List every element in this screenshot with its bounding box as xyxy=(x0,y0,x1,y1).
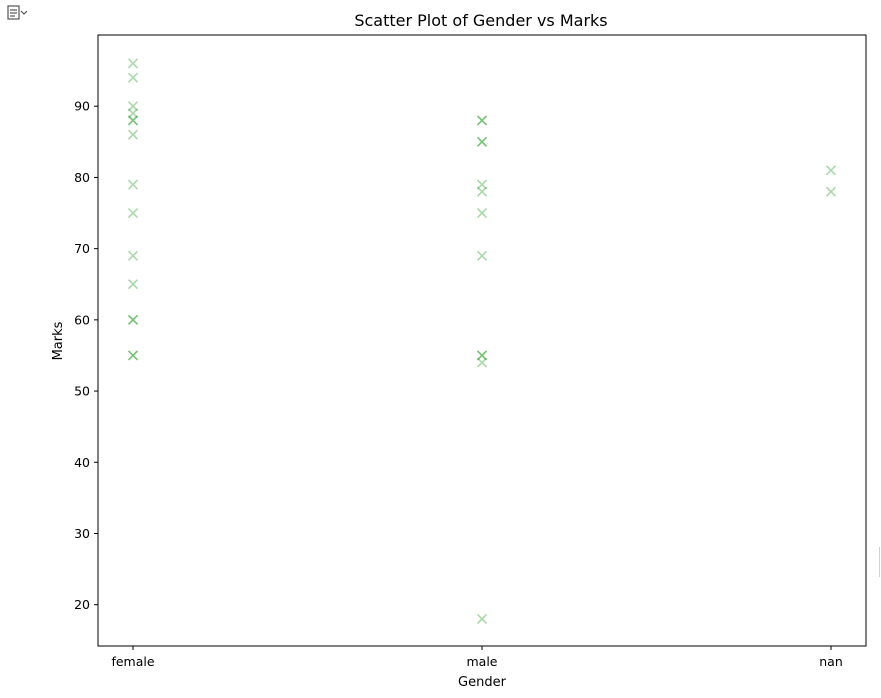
scatter-point xyxy=(476,250,488,261)
y-axis-label: Marks xyxy=(51,321,66,360)
plot-frame xyxy=(97,34,867,647)
scatter-point xyxy=(127,314,139,325)
scatter-point xyxy=(127,350,139,361)
scatter-point xyxy=(476,186,488,197)
scatter-point xyxy=(127,179,139,190)
scatter-point xyxy=(476,207,488,219)
scatter-point xyxy=(127,250,139,261)
data-points xyxy=(127,58,837,625)
scatter-point xyxy=(127,207,139,219)
y-tick-label: 80 xyxy=(74,170,90,185)
scatter-point xyxy=(127,279,139,290)
scatter-point xyxy=(825,186,837,197)
scatter-point xyxy=(476,136,488,147)
scatter-point xyxy=(476,350,488,361)
output-toggle-icon[interactable] xyxy=(6,4,28,22)
x-tick-label: nan xyxy=(819,654,843,669)
y-tick-label: 20 xyxy=(74,597,90,612)
scatter-point xyxy=(127,108,139,119)
scatter-point xyxy=(127,350,139,361)
scatter-point xyxy=(476,350,488,361)
x-axis-ticks: female male nan xyxy=(111,646,843,669)
y-axis-ticks: 20 30 40 50 60 70 80 90 xyxy=(74,99,98,612)
y-tick-label: 60 xyxy=(74,312,90,327)
scatter-point xyxy=(476,613,488,625)
x-tick-label: female xyxy=(111,654,154,669)
scatter-point xyxy=(127,58,139,69)
scatter-point xyxy=(127,129,139,140)
scatter-point xyxy=(476,115,488,126)
y-tick-label: 40 xyxy=(74,455,90,470)
scatter-point xyxy=(476,136,488,147)
scatter-point xyxy=(476,115,488,126)
scatter-point xyxy=(127,115,139,126)
scatter-point xyxy=(127,101,139,112)
scatter-point xyxy=(825,165,837,176)
chart-title: Scatter Plot of Gender vs Marks xyxy=(354,11,607,30)
y-tick-label: 30 xyxy=(74,526,90,541)
scatter-point xyxy=(476,357,488,368)
scatter-point xyxy=(127,72,139,83)
scatter-point xyxy=(476,179,488,190)
x-tick-label: male xyxy=(467,654,498,669)
scatter-point xyxy=(127,115,139,126)
scrollbar-edge xyxy=(879,547,880,577)
x-axis-label: Gender xyxy=(458,675,507,690)
y-tick-label: 50 xyxy=(74,384,90,399)
y-tick-label: 70 xyxy=(74,241,90,256)
scatter-point xyxy=(127,314,139,325)
y-tick-label: 90 xyxy=(74,99,90,114)
